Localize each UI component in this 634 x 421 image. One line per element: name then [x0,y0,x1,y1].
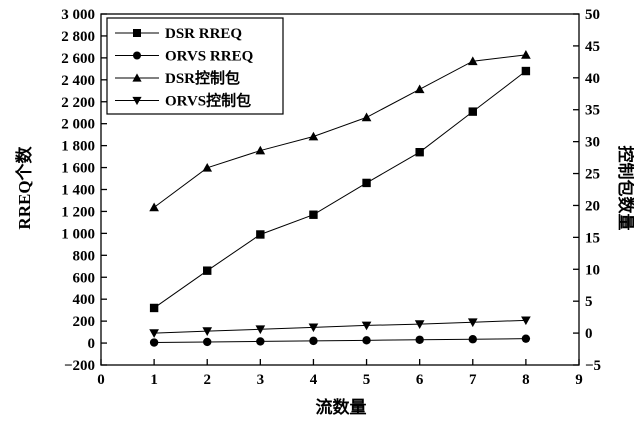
x-tick-label: 9 [575,372,583,388]
y-tick-label: 400 [73,292,96,308]
data-point-4 [467,318,478,328]
data-point-3 [467,56,478,66]
y2-tick-label: 20 [585,198,600,214]
data-point-3 [521,50,531,59]
data-point-1 [309,210,318,219]
legend: DSR RREQ ORVS RREQ DSR控制包 ORVS控制包 [106,17,284,115]
y-tick-label: 800 [73,248,96,264]
data-point-4 [255,325,266,335]
legend-label: ORVS RREQ [165,49,254,65]
x-tick-label: 0 [97,372,105,388]
data-point-2 [415,335,424,344]
data-point-1 [362,178,371,188]
y2-tick-label: 25 [585,167,600,183]
legend-marker [132,73,142,82]
data-point-2 [521,334,531,343]
legend-label: DSR控制包 [165,69,240,87]
y-tick-label: 1 800 [61,139,95,155]
y2-tick-label: 35 [585,103,600,119]
x-tick-label: 4 [310,372,318,388]
data-point-1 [256,230,265,239]
data-point-2 [203,337,212,347]
y-tick-label: 600 [73,270,96,286]
x-tick-label: 6 [416,372,424,388]
y-tick-label: 0 [88,336,96,352]
y-axis-title: RREQ个数 [14,145,34,229]
data-point-4 [361,321,372,331]
legend-marker [133,51,141,60]
legend-marker [133,29,141,37]
data-point-4 [414,320,425,329]
data-point-3 [414,84,425,94]
series-line-3 [153,54,526,208]
data-point-4 [202,327,213,337]
x-tick-label: 5 [363,372,371,388]
y-tick-label: 1 600 [61,161,95,177]
data-point-3 [255,145,266,155]
data-point-1 [203,266,212,275]
y2-tick-label: 45 [585,39,600,55]
y-tick-label: 2 800 [61,29,95,45]
data-point-3 [361,112,372,122]
series-line-2 [154,338,526,344]
data-point-2 [149,338,159,347]
data-point-3 [202,162,213,172]
series-layer [149,50,531,347]
data-point-2 [362,336,371,345]
data-point-2 [468,335,477,344]
data-point-3 [308,131,319,141]
x-tick-label: 1 [150,372,158,388]
y2-tick-label: 5 [585,294,593,310]
x-tick-label: 8 [522,372,530,388]
y2-axis-title: 控制包数量 [616,146,634,231]
data-point-1 [415,148,424,157]
y2-tick-label: 50 [585,7,600,23]
data-point-1 [149,303,159,313]
y-tick-label: 2 200 [61,95,95,111]
y-tick-label: 3 000 [61,7,95,23]
y-tick-label: 2 600 [61,51,95,67]
data-point-2 [256,337,265,346]
y2-tick-label: −5 [585,358,601,374]
y-tick-label: 200 [73,314,96,330]
x-tick-label: 3 [257,372,265,388]
y-tick-label: 1 200 [61,204,95,220]
x-axis-title: 流数量 [316,397,367,417]
y-tick-label: 1 000 [61,226,95,242]
y-tick-label: 2 400 [61,73,95,89]
legend-label: ORVS控制包 [165,92,251,110]
series-line-4 [154,319,526,334]
data-point-1 [521,66,531,76]
series-line-1 [153,70,527,309]
data-point-4 [521,316,531,326]
data-point-4 [149,329,159,338]
y-tick-label: 1 400 [61,183,95,199]
x-tick-label: 7 [469,372,477,388]
y2-tick-label: 40 [585,71,600,87]
data-point-4 [308,323,319,333]
x-tick-label: 2 [203,372,211,388]
y-tick-label: 2 000 [61,117,95,133]
y-tick-label: −200 [64,358,95,374]
y2-tick-label: 15 [585,230,600,246]
y2-tick-label: 0 [585,326,593,342]
legend-label: DSR RREQ [165,26,242,42]
legend-marker [132,96,142,106]
data-point-3 [149,202,159,212]
data-point-1 [468,107,477,116]
data-point-2 [309,336,318,346]
y2-tick-label: 30 [585,135,600,151]
y2-tick-label: 10 [585,262,600,278]
